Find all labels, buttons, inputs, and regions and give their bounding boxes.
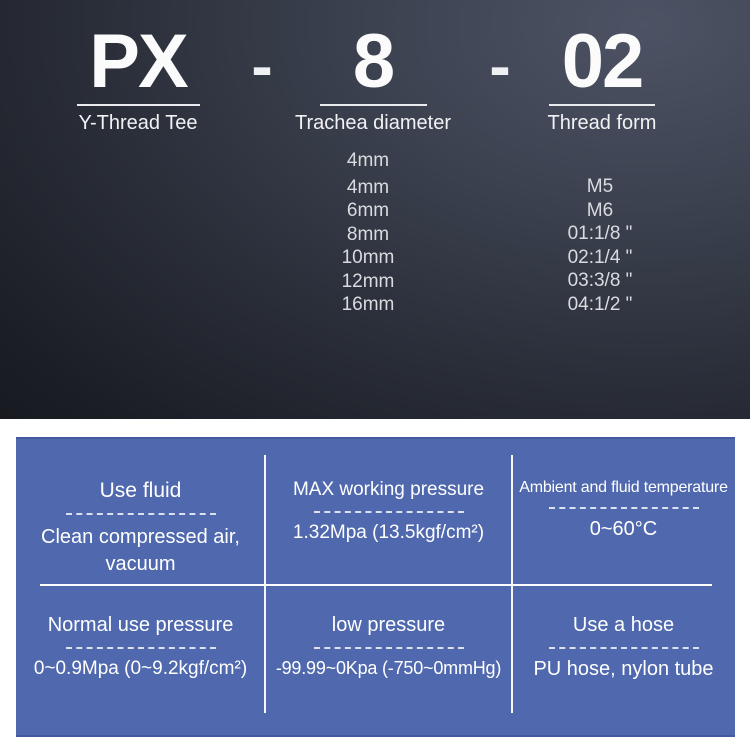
diameter-label: Trachea diameter (295, 112, 451, 134)
row-divider (40, 584, 712, 586)
model-code-part-diameter: 8 Trachea diameter (273, 19, 473, 135)
diameter-code: 8 (352, 19, 395, 104)
spec-label: Ambient and fluid temperature (519, 479, 728, 496)
spec-cell-normal-pressure: Normal use pressure 0~0.9Mpa (0~9.2kgf/c… (16, 586, 265, 713)
spec-value: -99.99~0Kpa (-750~0mmHg) (275, 658, 502, 678)
spec-value: Clean compressed air, vacuum (41, 526, 240, 575)
spec-value: 0~60°C (589, 518, 658, 540)
trachea-diameter-options: 4mm 4mm 6mm 8mm 10mm 12mm 16mm (268, 149, 468, 317)
spec-label: low pressure (331, 614, 446, 636)
spec-label: Use fluid (99, 479, 182, 502)
spec-label: MAX working pressure (292, 479, 485, 500)
dashed-separator (65, 647, 216, 649)
thread-code: 02 (561, 19, 645, 104)
spec-cell-use-fluid: Use fluid Clean compressed air, vacuum (16, 457, 265, 584)
diameter-option: 4mm (346, 176, 390, 198)
dashed-separator (65, 513, 216, 515)
spec-table: Use fluid Clean compressed air, vacuum M… (16, 437, 735, 737)
thread-option: M6 (586, 199, 614, 221)
diameter-option: 12mm (341, 270, 395, 292)
dashed-separator (548, 647, 699, 649)
thread-option: 01:1/8 " (567, 223, 633, 244)
dashed-separator (548, 507, 699, 509)
spec-label: Use a hose (572, 614, 675, 636)
thread-option: M5 (586, 176, 614, 197)
series-code: PX (89, 19, 188, 104)
spec-cell-temperature: Ambient and fluid temperature 0~60°C (512, 457, 735, 584)
thread-label: Thread form (547, 112, 657, 134)
thread-option: 03:3/8 " (567, 270, 633, 291)
code-separator: - (489, 30, 511, 102)
series-label: Y-Thread Tee (78, 112, 198, 134)
model-code-part-thread: 02 Thread form (502, 19, 702, 135)
thread-form-options: M5 M6 01:1/8 " 02:1/4 " 03:3/8 " 04:1/2 … (500, 175, 700, 316)
thread-option: 04:1/2 " (567, 293, 633, 315)
spec-cell-hose: Use a hose PU hose, nylon tube (512, 586, 735, 713)
spec-value: PU hose, nylon tube (533, 658, 714, 680)
diameter-option: 4mm (346, 150, 390, 171)
spec-value: 1.32Mpa (13.5kgf/cm²) (292, 522, 485, 543)
spec-cell-low-pressure: low pressure -99.99~0Kpa (-750~0mmHg) (265, 586, 512, 713)
series-underline (76, 104, 200, 106)
diameter-option: 16mm (341, 294, 395, 315)
diameter-underline (319, 104, 427, 106)
diameter-option: 8mm (346, 223, 390, 245)
diameter-option: 10mm (341, 247, 395, 268)
thread-option: 02:1/4 " (567, 246, 633, 268)
spec-cell-max-pressure: MAX working pressure 1.32Mpa (13.5kgf/cm… (265, 457, 512, 584)
dashed-separator (313, 647, 464, 649)
model-code-header: PX Y-Thread Tee - 8 Trachea diameter - 0… (0, 0, 750, 419)
dashed-separator (313, 511, 464, 513)
spec-label: Normal use pressure (47, 614, 234, 636)
code-separator: - (251, 30, 273, 102)
thread-underline (549, 104, 655, 106)
spec-value: 0~0.9Mpa (0~9.2kgf/cm²) (33, 658, 248, 679)
model-code-part-series: PX Y-Thread Tee (38, 24, 238, 134)
diameter-option: 6mm (346, 200, 390, 221)
